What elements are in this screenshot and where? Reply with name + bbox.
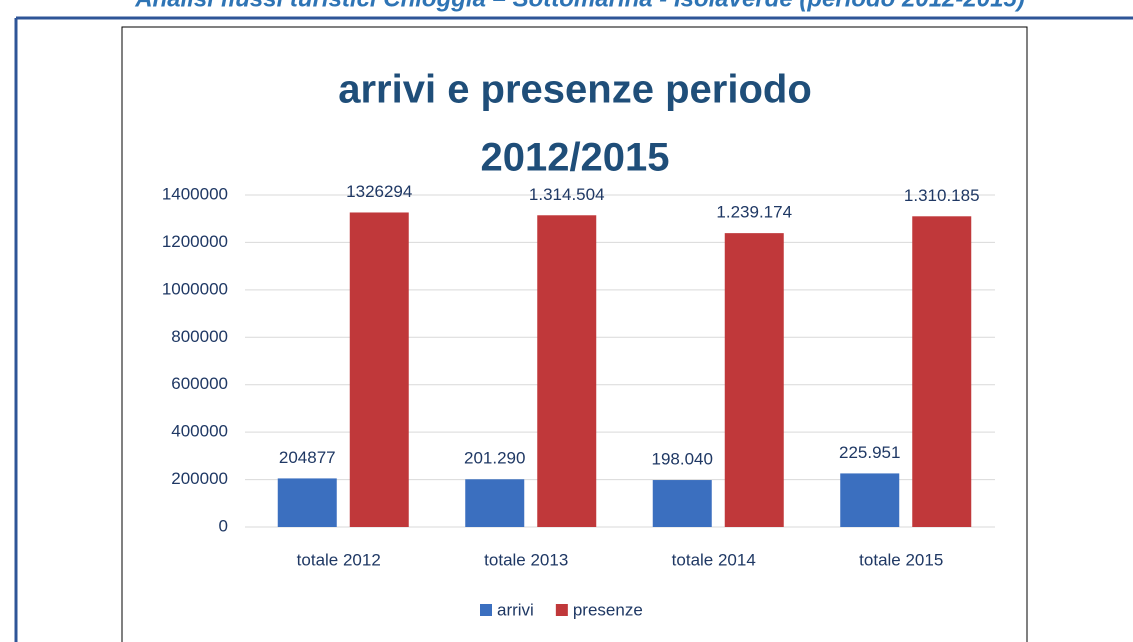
bar [840,473,900,527]
y-tick-label: 1200000 [162,232,228,251]
value-label: 225.951 [839,443,900,462]
value-label: 1.310.185 [904,186,980,205]
chart-title: 2012/2015 [480,136,669,180]
bar [652,480,712,527]
y-tick-label: 600000 [171,374,228,393]
value-label: 1.239.174 [716,203,792,222]
bar [912,216,972,527]
bar [537,215,597,527]
y-tick-label: 200000 [171,469,228,488]
y-tick-label: 400000 [171,422,228,441]
y-tick-label: 800000 [171,327,228,346]
value-label: 198.040 [652,450,713,469]
x-tick-label: totale 2013 [484,550,568,569]
legend-swatch [480,604,492,616]
value-label: 1326294 [346,182,412,201]
y-tick-label: 0 [219,516,228,535]
y-tick-label: 1400000 [162,184,228,203]
legend-swatch [555,604,568,616]
legend-label: arrivi [497,600,534,619]
chart-title: arrivi e presenze periodo [338,68,812,112]
value-label: 204877 [279,448,336,467]
x-tick-label: totale 2012 [297,550,381,569]
page-header: Analisi flussi turistici Chioggia – Sott… [134,0,1025,12]
bar [277,478,337,527]
value-label: 201.290 [464,449,525,468]
y-tick-label: 1000000 [162,279,228,298]
x-tick-label: totale 2014 [672,550,756,569]
value-label: 1.314.504 [529,185,605,204]
bar [465,479,525,527]
legend-label: presenze [573,600,643,619]
bar [724,233,784,527]
bar [349,212,409,527]
x-tick-label: totale 2015 [859,550,943,569]
